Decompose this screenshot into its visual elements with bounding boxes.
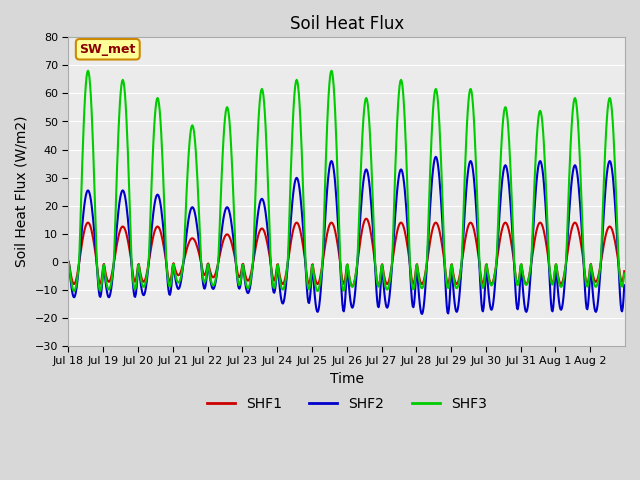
Line: SHF3: SHF3 (68, 71, 624, 291)
SHF2 (65, 259, 72, 264)
Line: SHF2: SHF2 (68, 157, 624, 314)
SHF1 (260, 227, 268, 233)
X-axis label: Time: Time (330, 372, 364, 386)
SHF3 (260, 100, 268, 106)
SHF2 (404, 225, 412, 230)
SHF3 (131, 286, 138, 292)
SHF3 (233, 267, 241, 273)
SHF2 (432, 154, 440, 160)
Y-axis label: Soil Heat Flux (W/m2): Soil Heat Flux (W/m2) (15, 116, 29, 267)
SHF2 (280, 296, 288, 301)
SHF2 (130, 289, 138, 295)
SHF3 (436, 138, 444, 144)
SHF1 (65, 259, 72, 264)
SHF3 (314, 288, 321, 294)
SHF3 (620, 271, 628, 276)
SHF2 (436, 186, 444, 192)
SHF1 (130, 276, 138, 282)
Legend: SHF1, SHF2, SHF3: SHF1, SHF2, SHF3 (201, 391, 492, 416)
SHF1 (280, 278, 288, 284)
Line: SHF1: SHF1 (68, 219, 624, 286)
Title: Soil Heat Flux: Soil Heat Flux (290, 15, 404, 33)
SHF3 (405, 238, 413, 243)
SHF1 (232, 260, 240, 265)
SHF3 (282, 280, 289, 286)
SHF2 (620, 282, 628, 288)
SHF1 (620, 268, 628, 274)
SHF1 (349, 283, 356, 289)
SHF2 (232, 260, 240, 266)
SHF1 (436, 231, 444, 237)
SHF2 (260, 198, 268, 204)
SHF3 (84, 68, 92, 73)
SHF1 (362, 216, 370, 222)
SHF3 (65, 259, 72, 264)
SHF2 (419, 311, 426, 317)
Text: SW_met: SW_met (79, 43, 136, 56)
SHF1 (405, 254, 413, 260)
